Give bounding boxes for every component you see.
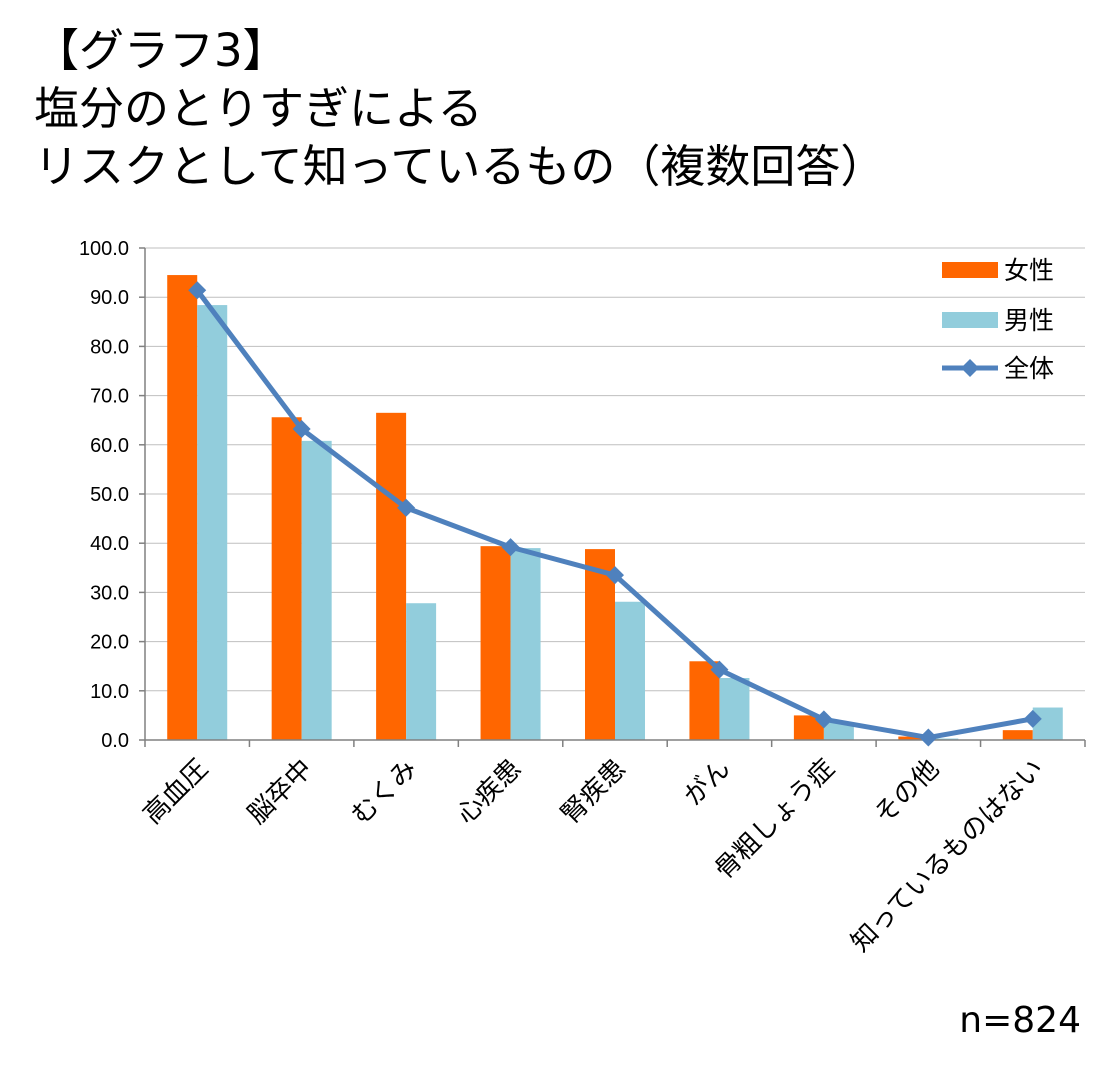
- sample-size-note: n=824: [959, 1000, 1081, 1041]
- point-全体-がん: [710, 660, 729, 679]
- x-tick-label: 腎疾患: [556, 754, 632, 830]
- legend-label: 女性: [1004, 256, 1054, 285]
- point-全体-むくみ: [397, 498, 416, 517]
- x-tick-label: がん: [678, 754, 736, 812]
- bar-男性-むくみ: [406, 603, 437, 740]
- point-全体-その他: [919, 728, 938, 747]
- y-tick-label: 30.0: [90, 582, 129, 604]
- point-全体-腎疾患: [606, 566, 624, 585]
- x-tick-label: 高血圧: [138, 754, 214, 830]
- bar-女性-心疾患: [480, 546, 511, 740]
- y-tick-label: 50.0: [90, 484, 129, 506]
- x-tick-label: むくみ: [346, 754, 423, 831]
- bar-男性-腎疾患: [615, 601, 645, 740]
- bar-男性-高血圧: [197, 305, 228, 740]
- x-tick-label: その他: [869, 754, 945, 830]
- y-tick-label: 40.0: [90, 533, 129, 555]
- point-全体-脳卒中: [292, 420, 311, 439]
- y-tick-labels: 0.0 10.0 20.0 30.0 40.0 50.0 60.0 70.0 80.0 90.0 1…: [79, 238, 129, 752]
- bar-女性-高血圧: [167, 275, 198, 740]
- point-全体-心疾患: [501, 538, 520, 557]
- bar-男性-脳卒中: [301, 440, 332, 740]
- bar-女性-知っているものはない: [1002, 730, 1033, 740]
- bar-女性-がん: [689, 661, 720, 740]
- legend-label: 全体: [1004, 354, 1054, 383]
- bar-女性-脳卒中: [271, 417, 302, 740]
- bar-男性-がん: [719, 678, 750, 740]
- legend-marker-全体: [961, 359, 979, 377]
- bar-女性-むくみ: [376, 412, 407, 740]
- y-tick-label: 90.0: [90, 287, 129, 309]
- y-tick-label: 10.0: [90, 681, 129, 703]
- y-tick-label: 20.0: [90, 632, 129, 654]
- total-line-series: [188, 281, 1042, 747]
- bar-女性-その他: [898, 736, 929, 740]
- title-line-1: 【グラフ3】: [34, 24, 288, 77]
- title-line-3: リスクとして知っているもの（複数回答）: [34, 140, 886, 193]
- x-tick-label: 心疾患: [451, 754, 527, 830]
- x-tick-label: 脳卒中: [242, 754, 318, 830]
- chart-title: 【グラフ3】 塩分のとりすぎによる リスクとして知っているもの（複数回答）: [34, 22, 885, 196]
- title-line-2: 塩分のとりすぎによる: [34, 82, 483, 135]
- x-tick-label: 知っているものはない: [846, 754, 1050, 958]
- bar-男性-心疾患: [510, 548, 541, 740]
- y-tick-label: 60.0: [90, 435, 129, 457]
- legend-label: 男性: [1004, 306, 1054, 335]
- bar-男性-骨粗しょう症: [823, 722, 854, 740]
- point-全体-高血圧: [188, 281, 207, 300]
- point-全体-知っているものはない: [1023, 709, 1042, 728]
- legend-swatch-女性: [942, 262, 998, 278]
- y-tick-label: 70.0: [90, 386, 129, 408]
- bar-男性-知っているものはない: [1032, 707, 1063, 740]
- legend-swatch-男性: [942, 312, 998, 328]
- y-tick-label: 80.0: [90, 336, 129, 358]
- point-全体-骨粗しょう症: [814, 710, 833, 729]
- bar-女性-腎疾患: [585, 549, 615, 740]
- bars: [167, 275, 1063, 740]
- y-tick-label: 100.0: [79, 238, 129, 260]
- y-tick-label: 0.0: [101, 730, 129, 752]
